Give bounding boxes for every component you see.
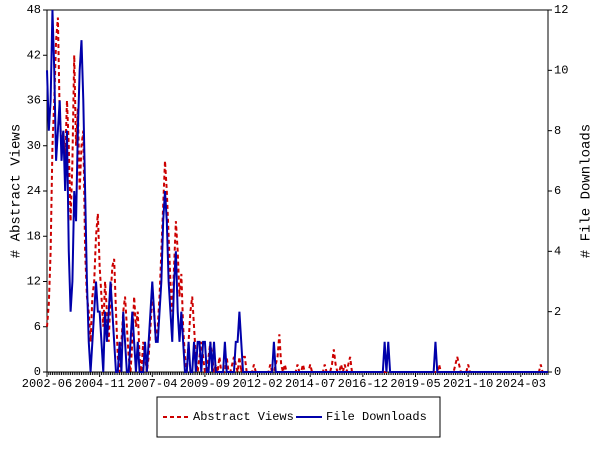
x-tick-label: 2024-03 — [496, 377, 546, 391]
y2-tick-label: 4 — [554, 245, 561, 259]
x-tick-label: 2019-05 — [390, 377, 440, 391]
y-tick-label: 24 — [27, 184, 41, 198]
y-tick-label: 12 — [27, 275, 41, 289]
x-tick-label: 2007-04 — [127, 377, 177, 391]
y2-tick-label: 8 — [554, 124, 561, 138]
y-axis-label: # Abstract Views — [9, 124, 25, 258]
y2-tick-label: 2 — [554, 305, 561, 319]
x-tick-label: 2021-10 — [443, 377, 493, 391]
y-tick-label: 48 — [27, 3, 41, 17]
y-tick-label: 18 — [27, 229, 41, 243]
x-tick-label: 2014-07 — [285, 377, 335, 391]
y2-tick-label: 10 — [554, 64, 568, 78]
x-tick-label: 2009-09 — [180, 377, 230, 391]
x-tick-label: 2016-12 — [338, 377, 388, 391]
y2-tick-label: 0 — [554, 365, 561, 379]
series-line — [46, 9, 548, 373]
x-tick-label: 2002-06 — [22, 377, 72, 391]
y-tick-label: 36 — [27, 94, 41, 108]
y-tick-label: 6 — [34, 320, 41, 334]
x-tick-label: 2004-11 — [74, 377, 124, 391]
y-tick-label: 30 — [27, 139, 41, 153]
x-tick-label: 2012-02 — [232, 377, 282, 391]
y-tick-label: 42 — [27, 48, 41, 62]
y2-axis-label: # File Downloads — [579, 124, 595, 258]
y-tick-label: 0 — [34, 365, 41, 379]
legend-label: File Downloads — [326, 410, 427, 424]
y2-tick-label: 12 — [554, 3, 568, 17]
legend-label: Abstract Views — [193, 410, 294, 424]
series-line — [46, 17, 548, 373]
y2-tick-label: 6 — [554, 184, 561, 198]
